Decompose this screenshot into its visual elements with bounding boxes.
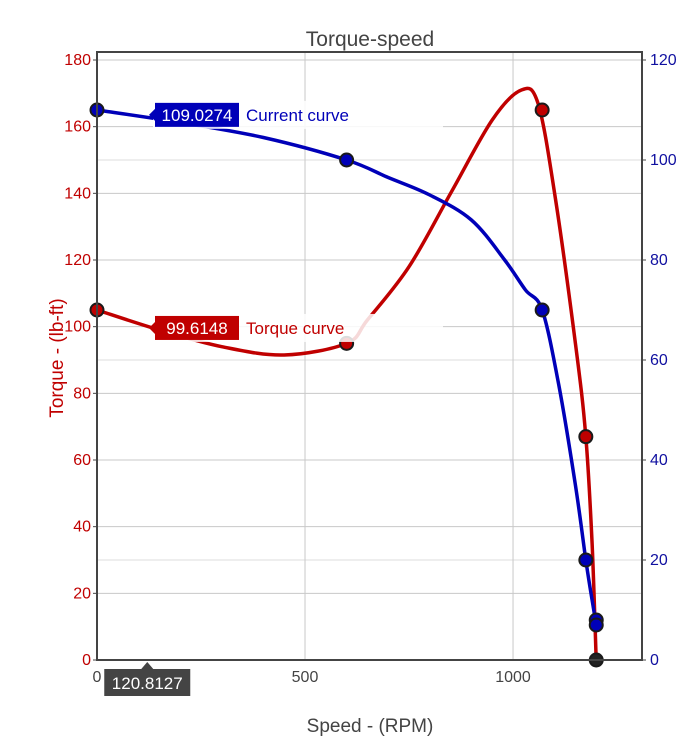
y-left-tick-label: 40 [73,519,91,536]
y-left-tick-label: 180 [64,52,91,69]
current-curve-point[interactable] [578,552,594,568]
chart-title: Torque-speed [306,28,434,51]
y-left-tick-label: 20 [73,585,91,602]
y-left-tick-label: 120 [64,252,91,269]
torque-curve-tooltip-name: Torque curve [246,319,344,338]
x-hover-pointer [141,662,154,669]
y-left-tick-label: 0 [82,652,91,669]
current-curve-point[interactable] [534,302,550,318]
torque-curve-tooltip-box [155,315,239,340]
torque-curve-point[interactable] [578,429,594,445]
x-tick-label: 500 [292,669,319,686]
current-curve-tooltip-value: 109.0274 [162,106,233,125]
torque-curve-tooltip-pointer [149,321,155,334]
series-layer [89,86,604,668]
y-left-tick-label: 160 [64,119,91,136]
y-left-tick-label: 100 [64,319,91,336]
x-hover-value: 120.8127 [112,674,183,693]
x-tick-label: 1000 [495,669,531,686]
y-right-tick-label: 80 [650,252,668,269]
torque-curve-tooltip-value: 99.6148 [166,319,227,338]
torque-curve-tooltip: 99.6148 Torque curve [149,313,443,342]
grid [96,52,642,661]
hover-tooltips: 109.0274 Current curve 99.6148 Torque curve… [104,100,443,696]
y-right-tick-label: 100 [650,152,677,169]
y-left-tick-label: 140 [64,185,91,202]
y-right-tick-label: 40 [650,452,668,469]
plot-frame [96,51,643,661]
current-curve-point[interactable] [588,617,604,633]
y-right-tick-label: 20 [650,552,668,569]
torque-curve-line [95,86,598,662]
x-hover-box [104,669,191,696]
current-curve-tooltip-name: Current curve [246,106,349,125]
x-hover-label: 120.8127 [104,662,191,696]
y-left-tick-label: 80 [73,385,91,402]
current-curve-tooltip-box [155,102,239,127]
y-right-tick-label: 0 [650,652,659,669]
y-right-tick-label: 60 [650,352,668,369]
y-right-tick-label: 120 [650,52,677,69]
y-axis-left-title: Torque - (lb-ft) [47,298,68,417]
current-curve-point[interactable] [339,152,355,168]
tick-labels: 0 20 40 60 80 100 120 140 160 180 0 20 40 60 80 100 120 0… [64,52,677,686]
current-curve-tooltip: 109.0274 Current curve [149,100,443,129]
x-tick-label: 0 [93,669,102,686]
current-curve-tooltip-pointer [149,108,155,121]
y-left-tick-label: 60 [73,452,91,469]
torque-curve-point[interactable] [534,102,550,118]
current-curve-line [95,108,598,627]
x-axis-title: Speed - (RPM) [307,716,434,737]
